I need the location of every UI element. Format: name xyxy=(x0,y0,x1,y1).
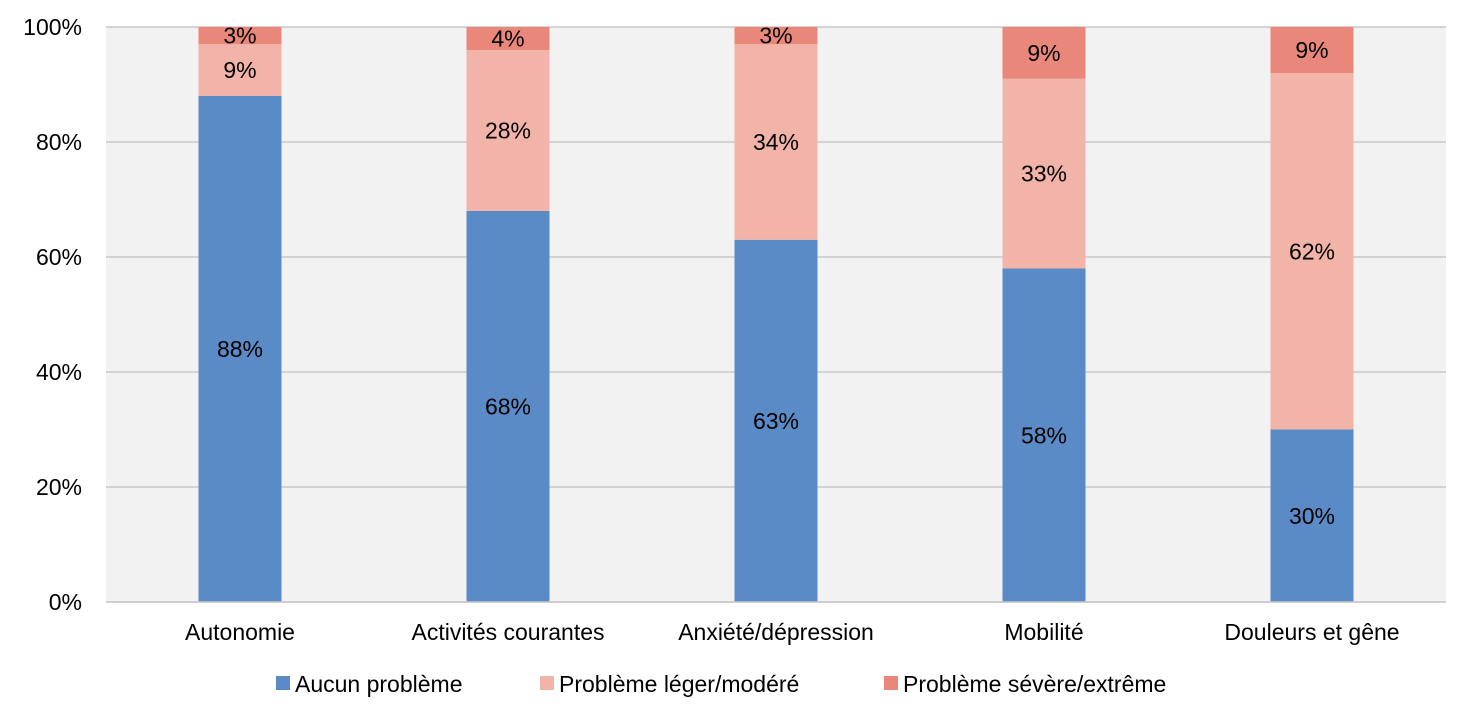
bar-segment xyxy=(1002,78,1086,269)
bar-segment xyxy=(198,44,282,96)
legend-item: Problème sévère/extrême xyxy=(884,671,1166,697)
x-category-label: Autonomie xyxy=(185,619,295,645)
y-tick-label: 80% xyxy=(36,129,82,155)
data-label: 62% xyxy=(1289,238,1335,264)
legend-item: Problème léger/modéré xyxy=(540,671,799,697)
data-label: 58% xyxy=(1021,422,1067,448)
bar-segment xyxy=(466,27,550,50)
legend: Aucun problème Problème léger/modéré Probl… xyxy=(276,671,1166,697)
data-label: 68% xyxy=(485,394,531,420)
data-label: 9% xyxy=(1027,40,1060,66)
data-labels: 88% 9% 3% 68% 28% 4% 63% 34% 3% 58% 33% 9% 30% 62% 9% xyxy=(217,23,1335,529)
bar-segment xyxy=(734,44,818,240)
data-label: 63% xyxy=(753,408,799,434)
bar-segment xyxy=(1002,27,1086,79)
legend-item: Aucun problème xyxy=(276,671,463,697)
data-label: 30% xyxy=(1289,503,1335,529)
data-label: 9% xyxy=(1295,37,1328,63)
bar-segment xyxy=(734,239,818,602)
y-tick-label: 40% xyxy=(36,359,82,385)
bar-segment xyxy=(1270,27,1354,73)
data-label: 34% xyxy=(753,129,799,155)
bar-segment xyxy=(466,211,550,602)
data-label: 3% xyxy=(223,23,256,49)
legend-swatch xyxy=(540,676,554,690)
data-label: 3% xyxy=(759,23,792,49)
x-category-label: Activités courantes xyxy=(411,619,604,645)
x-category-label: Anxiété/dépression xyxy=(678,619,874,645)
data-label: 28% xyxy=(485,118,531,144)
x-category-label: Mobilité xyxy=(1004,619,1083,645)
legend-label: Aucun problème xyxy=(295,671,463,697)
data-label: 9% xyxy=(223,57,256,83)
y-tick-label: 60% xyxy=(36,244,82,270)
bar-segment xyxy=(734,27,818,45)
bar-segment xyxy=(198,96,282,602)
data-label: 88% xyxy=(217,336,263,362)
legend-swatch xyxy=(884,676,898,690)
x-axis: Autonomie Activités courantes Anxiété/dépr… xyxy=(106,601,1446,645)
y-tick-label: 20% xyxy=(36,474,82,500)
bar-segment xyxy=(1270,73,1354,430)
data-label: 33% xyxy=(1021,161,1067,187)
legend-label: Problème sévère/extrême xyxy=(903,671,1166,697)
bars xyxy=(198,27,1354,602)
legend-swatch xyxy=(276,676,290,690)
bar-segment xyxy=(1270,429,1354,602)
y-axis: 0% 20% 40% 60% 80% 100% xyxy=(23,14,82,615)
legend-label: Problème léger/modéré xyxy=(559,671,799,697)
y-tick-label: 100% xyxy=(23,14,82,40)
bar-segment xyxy=(198,27,282,45)
y-tick-label: 0% xyxy=(49,589,82,615)
bar-segment xyxy=(466,50,550,211)
bar-segment xyxy=(1002,268,1086,602)
x-category-label: Douleurs et gêne xyxy=(1224,619,1399,645)
data-label: 4% xyxy=(491,26,524,52)
